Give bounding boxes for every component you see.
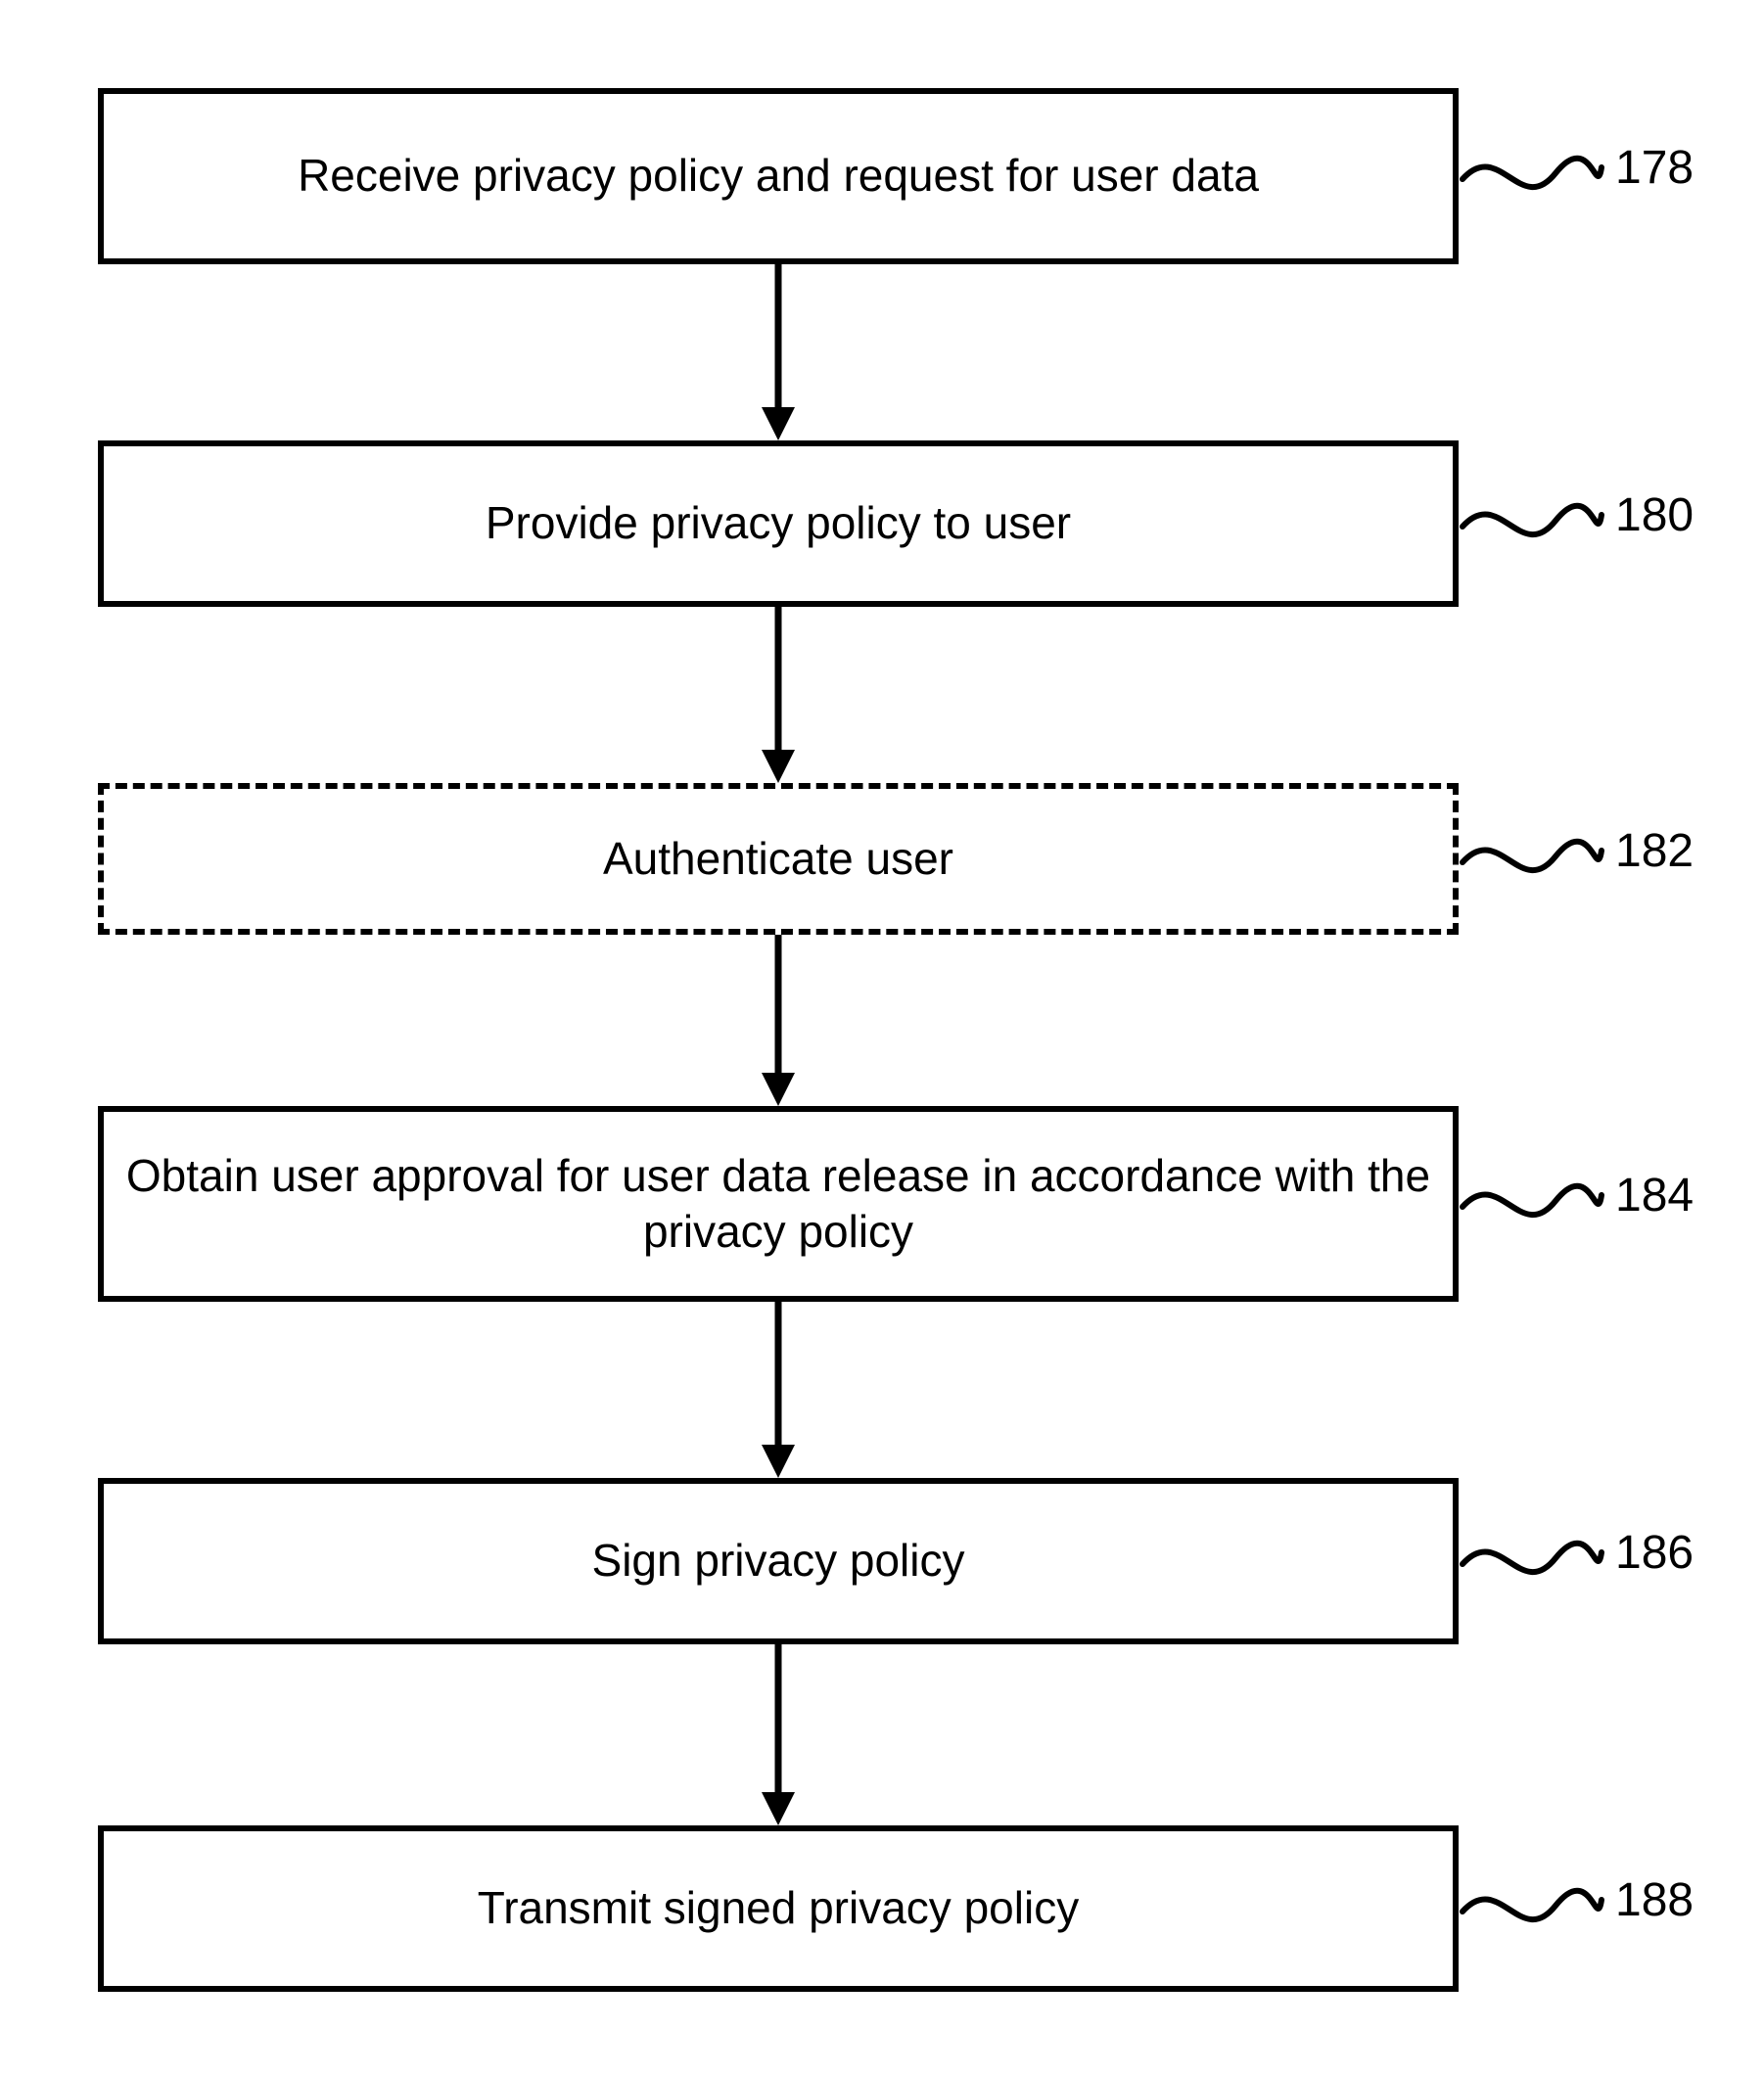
flow-node-n4: Obtain user approval for user data relea…: [98, 1106, 1459, 1302]
edge-n5-n6: [745, 1644, 812, 1825]
ref-label-182: 182: [1615, 824, 1694, 878]
flow-node-n3: Authenticate user: [98, 783, 1459, 935]
ref-label-184: 184: [1615, 1169, 1694, 1222]
flow-node-n5: Sign privacy policy: [98, 1478, 1459, 1644]
ref-connector-186: [1459, 1532, 1605, 1591]
flow-node-label: Provide privacy policy to user: [486, 495, 1071, 552]
ref-connector-178: [1459, 147, 1605, 206]
flow-node-label: Authenticate user: [603, 831, 953, 888]
flowchart-canvas: Receive privacy policy and request for u…: [0, 0, 1764, 2075]
flow-node-n6: Transmit signed privacy policy: [98, 1825, 1459, 1992]
flow-node-label: Obtain user approval for user data relea…: [123, 1148, 1433, 1261]
flow-node-n2: Provide privacy policy to user: [98, 440, 1459, 607]
ref-label-178: 178: [1615, 141, 1694, 195]
edge-n2-n3: [745, 607, 812, 783]
flow-node-n1: Receive privacy policy and request for u…: [98, 88, 1459, 264]
flow-node-label: Receive privacy policy and request for u…: [298, 148, 1259, 205]
edge-n4-n5: [745, 1302, 812, 1478]
edge-n1-n2: [745, 264, 812, 440]
flow-node-label: Transmit signed privacy policy: [478, 1880, 1079, 1937]
ref-connector-182: [1459, 830, 1605, 889]
ref-connector-184: [1459, 1175, 1605, 1233]
edge-n3-n4: [745, 935, 812, 1106]
ref-label-188: 188: [1615, 1873, 1694, 1927]
ref-connector-180: [1459, 494, 1605, 553]
ref-label-186: 186: [1615, 1526, 1694, 1580]
flow-node-label: Sign privacy policy: [592, 1533, 965, 1590]
ref-connector-188: [1459, 1879, 1605, 1938]
ref-label-180: 180: [1615, 488, 1694, 542]
